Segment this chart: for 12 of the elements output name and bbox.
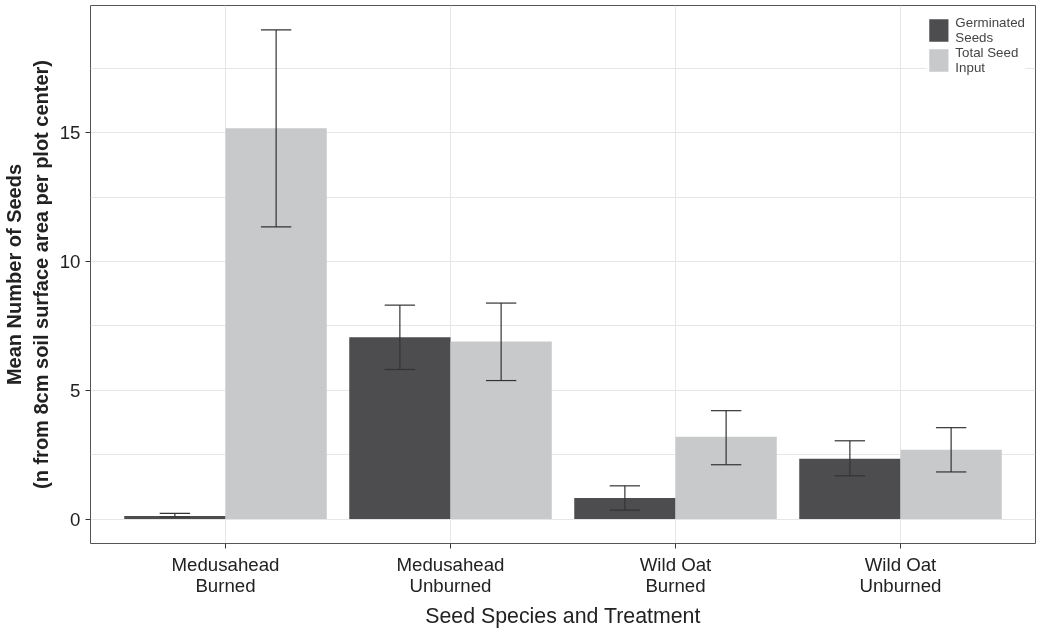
x-axis-title: Seed Species and Treatment [425, 603, 701, 628]
x-tick-label: Medusahead Unburned [396, 553, 505, 596]
y-axis-title: Mean Number of Seeds (n from 8cm soil surface area per plot center) [3, 59, 52, 490]
y-tick-label: 5 [70, 379, 81, 401]
legend-label: Germinated Seeds [955, 15, 1025, 45]
y-tick-label: 15 [59, 122, 81, 144]
y-tick-label: 0 [70, 508, 81, 530]
x-tick-label: Medusahead Burned [171, 553, 280, 596]
legend-label: Total Seed Input [955, 45, 1019, 75]
x-tick-label: Wild Oat Unburned [859, 553, 942, 596]
x-tick-label: Wild Oat Burned [639, 553, 713, 596]
y-tick-label: 10 [59, 251, 81, 273]
